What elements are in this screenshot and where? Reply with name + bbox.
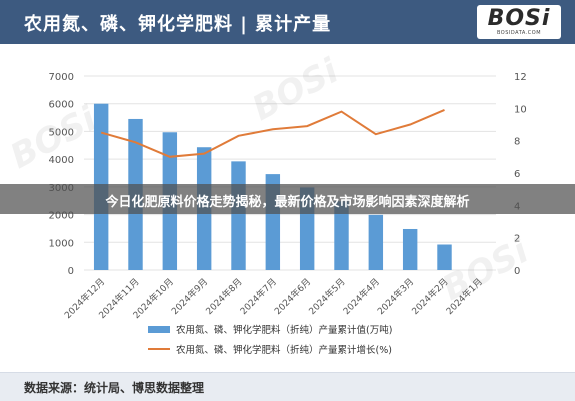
page-title: 农用氮、磷、钾化学肥料 | 累计产量 [24, 14, 332, 35]
y-right-tick-label: 2 [514, 234, 520, 245]
bar [334, 201, 349, 270]
bar [368, 214, 384, 270]
legend-label-bar: 农用氮、磷、钾化学肥料（折纯）产量累计值(万吨) [176, 324, 392, 336]
data-source: 数据来源：统计局、博思数据整理 [24, 381, 205, 395]
logo-subtext: BOSIDATA.COM [496, 30, 542, 36]
y-left-tick-label: 1000 [49, 238, 74, 249]
footer-bar: 数据来源：统计局、博思数据整理 [0, 372, 575, 401]
bar [231, 161, 246, 270]
bar [437, 244, 452, 270]
headline-text: 今日化肥原料价格走势揭秘，最新价格及市场影响因素深度解析 [105, 195, 470, 210]
header-bar: 农用氮、磷、钾化学肥料 | 累计产量 BOSi BOSIDATA.COM [0, 0, 575, 44]
growth-line [100, 108, 445, 158]
y-right-tick-label: 0 [514, 266, 520, 277]
headline-banner: 今日化肥原料价格走势揭秘，最新价格及市场影响因素深度解析 [0, 184, 575, 214]
bosi-logo: BOSi BOSIDATA.COM [477, 5, 561, 39]
y-right-tick-label: 8 [514, 137, 520, 148]
y-left-tick-label: 2000 [49, 211, 74, 222]
y-left-tick-label: 7000 [49, 72, 74, 83]
y-left-tick-label: 6000 [49, 100, 74, 111]
logo-text: BOSi [487, 6, 551, 31]
y-right-tick-label: 12 [514, 72, 527, 83]
y-left-tick-label: 5000 [49, 127, 74, 138]
legend-swatch-bar [148, 326, 170, 333]
y-right-tick-label: 10 [514, 104, 527, 115]
bar [402, 228, 418, 270]
y-right-tick-label: 6 [514, 169, 520, 180]
y-left-tick-label: 0 [68, 266, 74, 277]
legend-label-line: 农用氮、磷、钾化学肥料（折纯）产量累计增长(%) [176, 344, 392, 356]
y-left-tick-label: 4000 [49, 155, 74, 166]
